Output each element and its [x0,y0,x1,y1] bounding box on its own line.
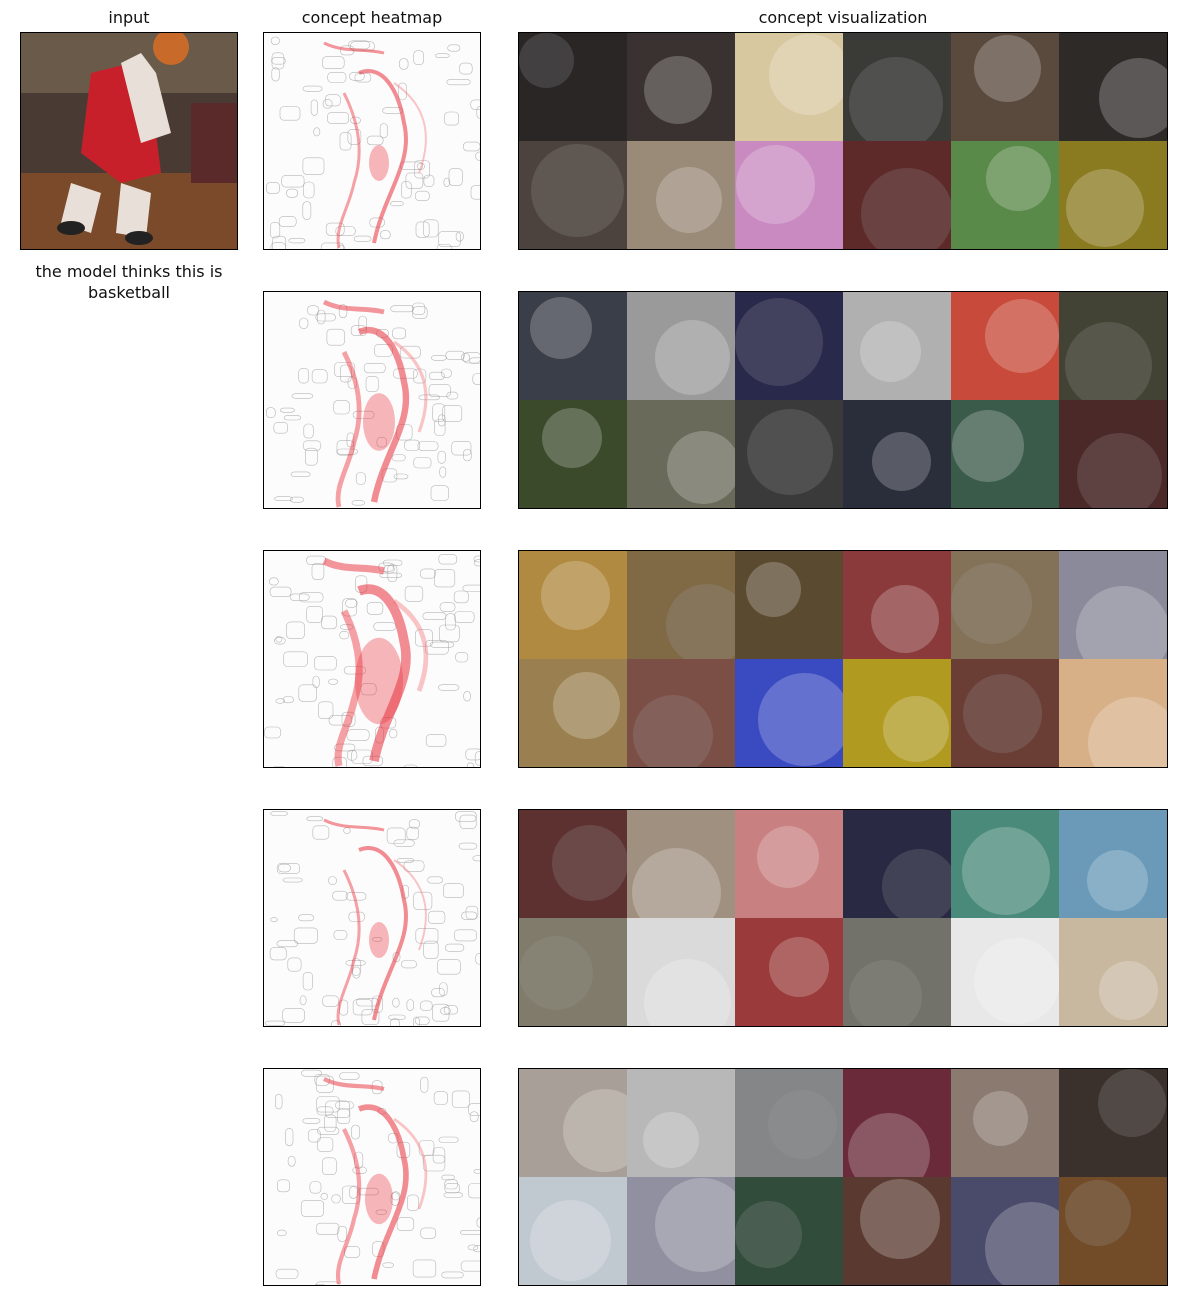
concept-example-image [843,400,951,508]
concept-example-image [843,551,951,659]
concept-heatmap-5 [263,1068,481,1286]
concept-example-image [519,659,627,767]
concept-visualization-1 [518,32,1168,250]
concept-example-image [1059,810,1167,918]
concept-example-image [627,1069,735,1177]
concept-example-image [519,810,627,918]
concept-example-image [627,141,735,249]
concept-visualization-5 [518,1068,1168,1286]
concept-example-image [735,918,843,1026]
concept-example-image [735,1069,843,1177]
concept-example-image [627,551,735,659]
concept-example-image [519,551,627,659]
concept-example-image [735,400,843,508]
concept-visualization-3 [518,550,1168,768]
concept-example-image [951,918,1059,1026]
concept-example-image [1059,918,1167,1026]
concept-example-image [519,918,627,1026]
concept-example-image [843,659,951,767]
concept-example-image [843,1177,951,1285]
concept-example-image [627,292,735,400]
concept-example-image [627,33,735,141]
concept-example-image [951,400,1059,508]
concept-example-image [843,141,951,249]
concept-example-image [951,33,1059,141]
concept-example-image [735,551,843,659]
visualization-column-title: concept visualization [758,8,928,27]
concept-heatmap-1 [263,32,481,250]
concept-example-image [843,33,951,141]
concept-example-image [951,659,1059,767]
concept-example-image [843,918,951,1026]
concept-example-image [627,918,735,1026]
concept-example-image [951,141,1059,249]
concept-visualization-2 [518,291,1168,509]
concept-example-image [519,141,627,249]
prediction-caption: the model thinks this is basketball [35,262,223,302]
concept-example-image [519,1069,627,1177]
input-column-title: input [108,8,150,27]
concept-example-image [627,810,735,918]
concept-heatmap-4 [263,809,481,1027]
concept-example-image [735,292,843,400]
concept-example-image [735,141,843,249]
concept-example-image [951,292,1059,400]
concept-example-image [627,659,735,767]
concept-example-image [627,1177,735,1285]
concept-example-image [951,1177,1059,1285]
concept-example-image [951,810,1059,918]
concept-example-image [951,551,1059,659]
concept-example-image [627,400,735,508]
concept-example-image [1059,551,1167,659]
concept-example-image [735,659,843,767]
concept-example-image [1059,1177,1167,1285]
concept-example-image [735,1177,843,1285]
concept-example-image [843,1069,951,1177]
concept-visualization-4 [518,809,1168,1027]
input-image [20,32,238,250]
concept-example-image [519,1177,627,1285]
concept-example-image [519,33,627,141]
concept-example-image [519,400,627,508]
concept-example-image [735,33,843,141]
concept-example-image [1059,400,1167,508]
concept-example-image [519,292,627,400]
concept-example-image [1059,1069,1167,1177]
concept-example-image [735,810,843,918]
concept-example-image [1059,292,1167,400]
concept-example-image [1059,659,1167,767]
concept-example-image [1059,33,1167,141]
concept-heatmap-2 [263,291,481,509]
concept-heatmap-3 [263,550,481,768]
concept-example-image [1059,141,1167,249]
concept-example-image [951,1069,1059,1177]
concept-example-image [843,292,951,400]
concept-example-image [843,810,951,918]
heatmap-column-title: concept heatmap [301,8,443,27]
